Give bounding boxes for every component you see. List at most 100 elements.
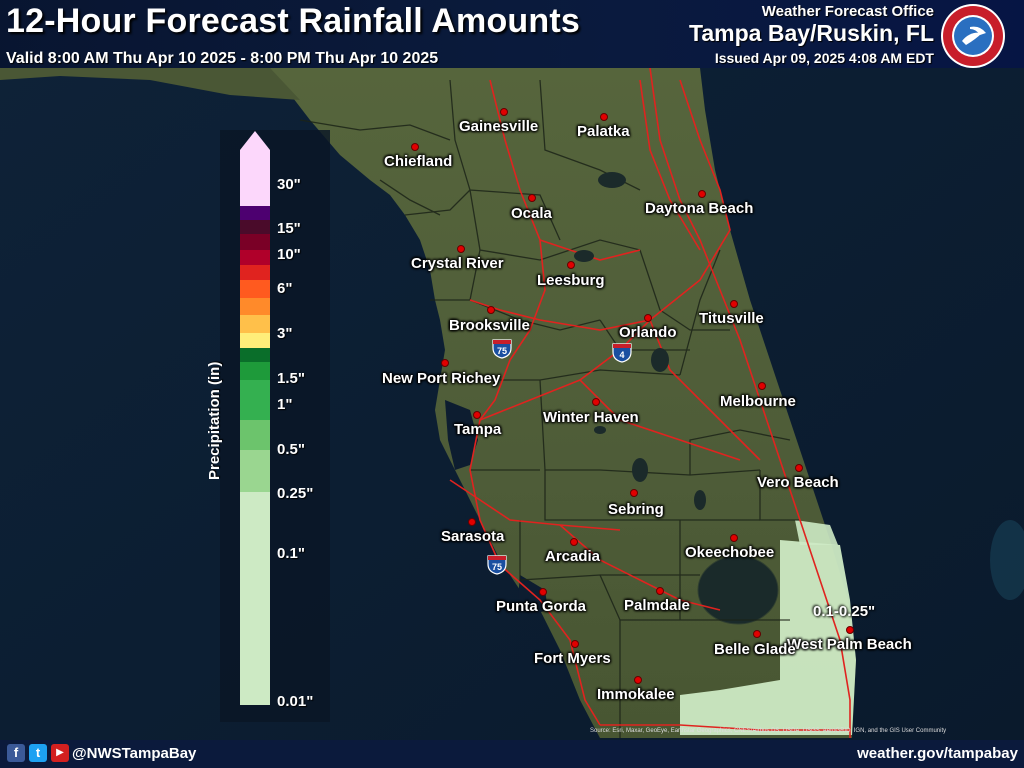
city-dot-gainesville [500,108,508,116]
city-dot-okeechobee [730,534,738,542]
legend-swatch [240,234,270,250]
highways [449,67,851,738]
facebook-icon[interactable]: f [7,744,25,762]
interstate-75-shield-north: 75 [492,339,512,359]
legend-swatch [240,265,270,280]
legend-swatch [240,552,270,705]
city-dot-vero-beach [795,464,803,472]
legend-tick-0-25: 0.25" [277,485,314,502]
svg-text:75: 75 [497,346,507,356]
city-dot-tampa [473,411,481,419]
map-source-credit: Source: Esri, Maxar, GeoEye, Earthstar G… [590,728,947,734]
city-label-winter-haven: Winter Haven [543,409,639,426]
city-dot-west-palm-beach [846,626,854,634]
office-name: Tampa Bay/Ruskin, FL [689,20,934,46]
social-handle[interactable]: @NWSTampaBay [72,745,197,762]
city-label-new-port-richey: New Port Richey [382,370,501,387]
legend-swatch [240,280,270,298]
interstate-75-shield-south: 75 [487,555,507,575]
city-dot-winter-haven [592,398,600,406]
city-dot-belle-glade [753,630,761,638]
city-dot-leesburg [567,261,575,269]
legend-tick-30: 30" [277,176,301,193]
city-label-fort-myers: Fort Myers [534,650,611,667]
city-label-leesburg: Leesburg [537,272,605,289]
city-dot-orlando [644,314,652,322]
legend-swatch [240,348,270,362]
rainfall-annotation: 0.1-0.25" [813,603,876,620]
youtube-icon[interactable]: ▶ [51,744,69,762]
legend-swatch [240,315,270,333]
city-label-okeechobee: Okeechobee [685,544,775,561]
legend-panel [220,130,330,722]
city-label-titusville: Titusville [699,310,764,327]
legend-tick-15: 15" [277,220,301,237]
land-big-bend [0,68,300,100]
city-dot-daytona [698,190,706,198]
city-label-palmdale: Palmdale [624,597,690,614]
twitter-icon[interactable]: t [29,744,47,762]
city-label-crystal-river: Crystal River [411,255,504,272]
website-link[interactable]: weather.gov/tampabay [857,745,1018,762]
footer-bar: f t ▶ @NWSTampaBay weather.gov/tampabay [0,740,1024,768]
charlotte-harbor [518,575,548,615]
nws-logo [941,4,1005,68]
legend-swatch [240,362,270,380]
city-dot-palatka [600,113,608,121]
legend-swatch [240,333,270,348]
city-label-punta-gorda: Punta Gorda [496,598,587,615]
legend-swatch [240,492,270,552]
city-dot-punta-gorda [539,588,547,596]
city-label-west-palm-beach: West Palm Beach [787,636,912,653]
city-label-tampa: Tampa [454,421,502,438]
legend-tick-6: 6" [277,280,293,297]
city-dot-immokalee [634,676,642,684]
city-label-sarasota: Sarasota [441,528,505,545]
legend-swatch [240,250,270,265]
legend-tick-3: 3" [277,325,293,342]
city-dot-fort-myers [571,640,579,648]
legend-swatch [240,180,270,206]
office-label: Weather Forecast Office [761,3,934,20]
city-label-orlando: Orlando [619,324,677,341]
legend-tick-10: 10" [277,246,301,263]
legend-swatch [240,298,270,315]
interstate-4-shield: 4 [612,343,632,363]
svg-text:75: 75 [492,562,502,572]
legend-tick-1-5: 1.5" [277,370,305,387]
legend-tick-0-1: 0.1" [277,545,305,562]
city-dot-chiefland [411,143,419,151]
rain-area [680,540,856,735]
city-label-chiefland: Chiefland [384,153,453,170]
city-dot-arcadia [570,538,578,546]
city-label-immokalee: Immokalee [597,686,675,703]
legend-tick-0-5: 0.5" [277,441,305,458]
legend-swatch [240,450,270,492]
city-dot-melbourne [758,382,766,390]
city-label-belle-glade: Belle Glade [714,641,796,658]
lakes [552,172,706,510]
legend-tick-0-01: 0.01" [277,693,314,710]
city-dot-sebring [630,489,638,497]
map-title: 12-Hour Forecast Rainfall Amounts [6,2,580,40]
legend-swatch [240,150,270,180]
bahamas-shoal [990,520,1024,600]
city-dot-sarasota [468,518,476,526]
lake-okeechobee [697,555,779,625]
city-label-gainesville: Gainesville [459,118,539,135]
tampa-bay [445,400,478,470]
legend-swatch [240,220,270,234]
city-dot-new-port-richey [441,359,449,367]
city-label-brooksville: Brooksville [449,317,530,334]
legend-swatch [240,420,270,450]
legend-tick-1: 1" [277,396,293,413]
city-dot-titusville [730,300,738,308]
legend-swatch [240,206,270,220]
legend-swatch [240,380,270,420]
city-dot-ocala [528,194,536,202]
city-label-sebring: Sebring [608,501,664,518]
issued-time: Issued Apr 09, 2025 4:08 AM EDT [714,50,934,66]
svg-text:4: 4 [619,350,624,360]
legend-color-bar [240,131,270,705]
